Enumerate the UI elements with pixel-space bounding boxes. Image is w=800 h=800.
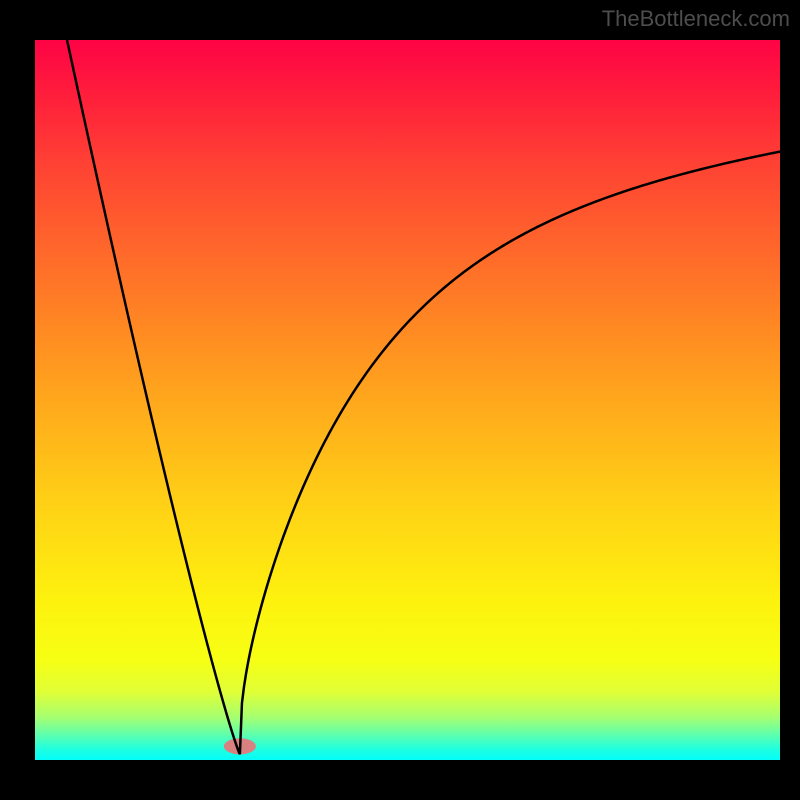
bottleneck-chart (0, 0, 800, 800)
watermark-text: TheBottleneck.com (602, 6, 790, 32)
chart-container: TheBottleneck.com (0, 0, 800, 800)
